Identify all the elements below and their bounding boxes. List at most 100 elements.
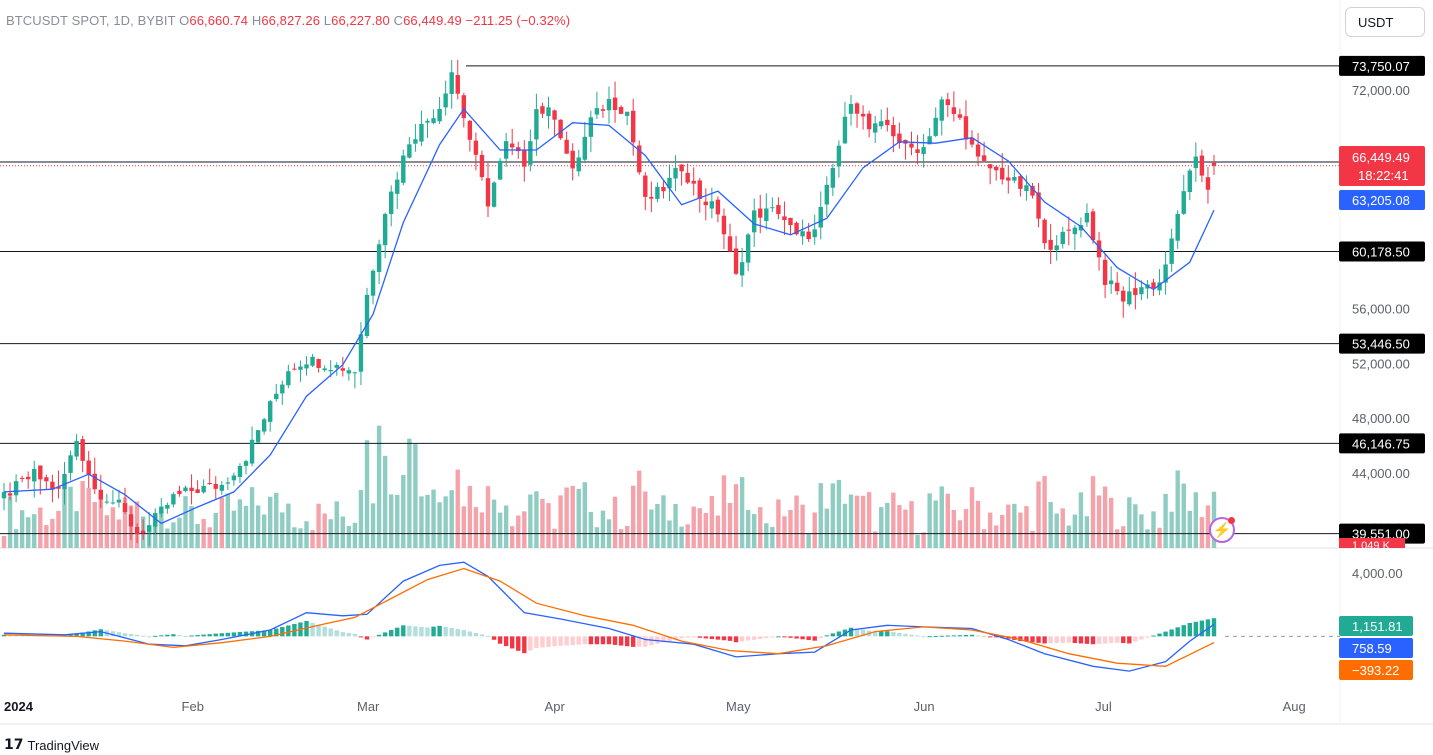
macd-histogram-bar [165, 634, 170, 637]
candle-body [419, 123, 424, 142]
macd-histogram-bar [915, 635, 920, 637]
candle-body [491, 182, 497, 207]
time-axis-label: May [726, 699, 751, 714]
macd-histogram-bar [1036, 636, 1041, 643]
macd-histogram-bar [546, 636, 551, 647]
macd-histogram-bar [352, 633, 358, 637]
candle-body [782, 216, 787, 221]
volume-bar [842, 503, 848, 548]
volume-bar [655, 503, 660, 548]
macd-badge-label: 1,151.81 [1352, 619, 1403, 634]
volume-bar [546, 503, 551, 548]
candle-body [219, 484, 224, 491]
candle-body [691, 180, 696, 184]
candle-body [7, 493, 13, 496]
volume-bar [915, 534, 920, 548]
volume-bar [818, 483, 823, 548]
volume-bar [473, 507, 479, 548]
macd-histogram-bar [1042, 636, 1047, 644]
candle-body [1102, 259, 1108, 285]
volume-bar [485, 486, 491, 548]
candle-body [915, 149, 920, 153]
close-value: 66,449.49 [403, 13, 462, 28]
volume-bar [261, 514, 267, 548]
macd-histogram-bar [1048, 636, 1053, 644]
ma-price-label: 63,205.08 [1352, 193, 1410, 208]
candle-body [745, 234, 751, 263]
candle-body [624, 111, 630, 116]
volume-bar [1018, 512, 1023, 548]
macd-histogram-bar [1121, 636, 1126, 644]
volume-bar [788, 510, 793, 548]
level-badge [1339, 241, 1425, 262]
candle-body [189, 487, 194, 492]
macd-histogram-bar [885, 631, 890, 637]
macd-histogram-bar [540, 636, 545, 648]
macd-histogram-bar [806, 636, 811, 640]
level-label: 60,178.50 [1352, 245, 1410, 260]
candle-body [1006, 177, 1011, 181]
macd-histogram-bar [225, 632, 231, 637]
candle-body [1, 492, 7, 499]
candle-body [32, 468, 37, 482]
volume-bar [987, 512, 993, 548]
lightning-icon[interactable]: ⚡ [1209, 517, 1235, 543]
volume-bar [582, 482, 587, 548]
volume-bar [1108, 497, 1114, 548]
macd-histogram-bar [570, 636, 575, 646]
volume-bar [1066, 525, 1071, 548]
macd-histogram-bar [1078, 636, 1084, 644]
macd-histogram-bar [963, 634, 969, 637]
volume-bar [873, 531, 878, 548]
candle-body [1157, 282, 1162, 291]
price-tick-label: 44,000.00 [1352, 466, 1410, 481]
symbol-label[interactable]: BTCUSDT SPOT, 1D, BYBIT [6, 13, 176, 28]
candle-body [395, 179, 400, 194]
macd-histogram-bar [219, 633, 224, 637]
currency-button[interactable]: USDT [1345, 7, 1425, 37]
volume-bar [879, 507, 884, 548]
candle-body [1133, 288, 1138, 296]
candle-body [776, 205, 781, 214]
volume-bar [431, 489, 436, 548]
volume-bar [1169, 511, 1174, 548]
candle-body [322, 368, 327, 371]
macd-histogram-bar [1175, 627, 1180, 637]
candle-body [461, 95, 466, 119]
candle-body [1199, 155, 1205, 176]
macd-histogram-bar [691, 636, 696, 638]
candle-body [1127, 291, 1132, 305]
macd-histogram-bar [1072, 636, 1078, 644]
volume-bar [389, 494, 394, 548]
volume-bar [776, 499, 781, 548]
volume-bar [848, 494, 854, 548]
volume-bar [274, 492, 279, 548]
ohlc-header: BTCUSDT SPOT, 1D, BYBIT O66,660.74 H66,8… [6, 13, 570, 28]
macd-histogram-bar [443, 626, 448, 637]
candle-body [752, 210, 757, 233]
candle-body [389, 191, 394, 214]
level-label: 73,750.07 [1352, 59, 1410, 74]
macd-histogram-bar [836, 631, 842, 637]
macd-badge [1339, 638, 1413, 658]
volume-bar [122, 497, 128, 548]
macd-histogram-bar [207, 634, 212, 637]
candle-body [92, 473, 97, 490]
change-value: −211.25 (−0.32%) [465, 13, 571, 28]
volume-bar [292, 527, 297, 548]
macd-histogram-bar [1151, 635, 1156, 637]
candle-body [818, 207, 823, 228]
candle-body [516, 147, 521, 152]
volume-bar [358, 490, 364, 548]
macd-histogram-bar [703, 636, 708, 639]
candle-body [261, 419, 267, 432]
macd-histogram-bar [770, 636, 775, 638]
candle-body [842, 116, 848, 144]
tradingview-logo[interactable]: 17 TradingView [4, 737, 99, 753]
volume-bar [1102, 486, 1108, 548]
candle-body [1042, 219, 1047, 244]
volume-bar [1133, 504, 1138, 548]
volume-bar [1084, 516, 1090, 548]
candle-body [927, 136, 932, 145]
